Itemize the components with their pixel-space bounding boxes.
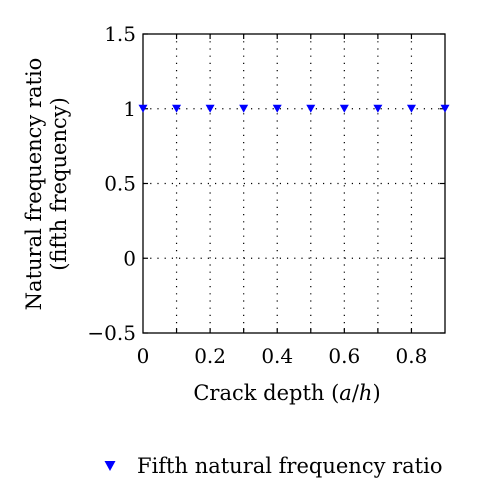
grid-layer — [143, 34, 445, 333]
data-point-triangle — [373, 104, 383, 113]
y-tick-labels: −0.5 0 0.5 1 1.5 — [87, 22, 136, 345]
y-tick-label: −0.5 — [87, 321, 136, 345]
data-points — [138, 104, 450, 113]
x-tick-label: 0.4 — [261, 344, 293, 368]
data-point-triangle — [440, 104, 450, 113]
legend: Fifth natural frequency ratio — [104, 454, 442, 478]
y-axis-label-line2: (fifth frequency) — [47, 97, 71, 271]
legend-label: Fifth natural frequency ratio — [137, 454, 442, 478]
data-point-triangle — [406, 104, 416, 113]
data-point-triangle — [272, 104, 282, 113]
tick-marks — [143, 33, 445, 334]
y-tick-label: 1.5 — [104, 22, 136, 46]
data-point-triangle — [138, 104, 148, 113]
data-point-triangle — [339, 104, 349, 113]
data-point-triangle — [239, 104, 249, 113]
x-tick-label: 0 — [137, 344, 150, 368]
data-point-triangle — [205, 104, 215, 113]
y-tick-label: 0 — [123, 246, 136, 270]
x-tick-label: 0.8 — [396, 344, 428, 368]
y-tick-label: 1 — [123, 97, 136, 121]
x-tick-label: 0.2 — [194, 344, 226, 368]
x-tick-labels: 0 0.2 0.4 0.6 0.8 — [137, 344, 428, 368]
data-point-triangle — [172, 104, 182, 113]
y-axis-label: Natural frequency ratio (fifth frequency… — [22, 58, 71, 311]
x-axis-label: Crack depth (a/h) — [193, 381, 380, 405]
x-tick-label: 0.6 — [328, 344, 360, 368]
data-point-triangle — [306, 104, 316, 113]
y-tick-label: 0.5 — [104, 172, 136, 196]
plot-area-frame — [142, 33, 446, 334]
y-axis-label-line1: Natural frequency ratio — [22, 58, 46, 311]
legend-marker-triangle-down — [104, 461, 116, 471]
